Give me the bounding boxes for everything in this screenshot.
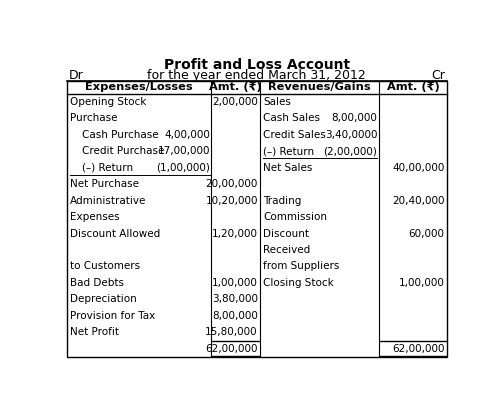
Text: Provision for Tax: Provision for Tax <box>70 311 155 321</box>
Text: to Customers: to Customers <box>70 262 140 271</box>
Text: 62,00,000: 62,00,000 <box>392 344 445 354</box>
Text: Depreciation: Depreciation <box>70 294 136 304</box>
Text: 62,00,000: 62,00,000 <box>205 344 258 354</box>
Text: Credit Purchase: Credit Purchase <box>82 146 164 156</box>
Text: 17,00,000: 17,00,000 <box>157 146 210 156</box>
Text: Expenses/Losses: Expenses/Losses <box>85 82 193 93</box>
Text: Amt. (₹): Amt. (₹) <box>209 82 262 93</box>
Text: Credit Sales: Credit Sales <box>264 130 326 140</box>
Text: 2,00,000: 2,00,000 <box>212 97 258 107</box>
Text: Commission: Commission <box>264 212 327 222</box>
Text: 20,40,000: 20,40,000 <box>392 195 445 206</box>
Text: 3,40,0000: 3,40,0000 <box>325 130 377 140</box>
Text: Profit and Loss Account: Profit and Loss Account <box>164 58 350 72</box>
Text: Administrative: Administrative <box>70 195 146 206</box>
Text: 40,00,000: 40,00,000 <box>392 163 445 173</box>
Text: 10,20,000: 10,20,000 <box>205 195 258 206</box>
Text: Sales: Sales <box>264 97 291 107</box>
Text: 1,00,000: 1,00,000 <box>212 278 258 288</box>
Text: Opening Stock: Opening Stock <box>70 97 146 107</box>
Text: Cash Purchase: Cash Purchase <box>82 130 159 140</box>
Text: (–) Return: (–) Return <box>82 163 133 173</box>
Text: Purchase: Purchase <box>70 113 117 123</box>
Text: Revenues/Gains: Revenues/Gains <box>268 82 371 93</box>
Text: (1,00,000): (1,00,000) <box>156 163 210 173</box>
Text: 1,20,000: 1,20,000 <box>212 228 258 239</box>
Text: Expenses: Expenses <box>70 212 119 222</box>
Text: Net Sales: Net Sales <box>264 163 313 173</box>
Text: 20,00,000: 20,00,000 <box>205 179 258 189</box>
Text: 60,000: 60,000 <box>409 228 445 239</box>
Text: Amt. (₹): Amt. (₹) <box>387 82 439 93</box>
Text: Trading: Trading <box>264 195 302 206</box>
Text: Discount Allowed: Discount Allowed <box>70 228 160 239</box>
Text: Cash Sales: Cash Sales <box>264 113 320 123</box>
Text: for the year ended March 31, 2012: for the year ended March 31, 2012 <box>147 69 366 82</box>
Text: 4,00,000: 4,00,000 <box>164 130 210 140</box>
Text: Bad Debts: Bad Debts <box>70 278 124 288</box>
Text: 8,00,000: 8,00,000 <box>331 113 377 123</box>
Text: Closing Stock: Closing Stock <box>264 278 334 288</box>
Bar <box>67 81 447 357</box>
Text: 3,80,000: 3,80,000 <box>212 294 258 304</box>
Text: 1,00,000: 1,00,000 <box>399 278 445 288</box>
Text: Net Purchase: Net Purchase <box>70 179 139 189</box>
Text: Cr: Cr <box>431 69 445 82</box>
Text: Discount: Discount <box>264 228 309 239</box>
Text: 8,00,000: 8,00,000 <box>212 311 258 321</box>
Text: 15,80,000: 15,80,000 <box>205 327 258 337</box>
Text: (2,00,000): (2,00,000) <box>324 146 377 156</box>
Text: from Suppliers: from Suppliers <box>264 262 340 271</box>
Text: Dr: Dr <box>69 69 84 82</box>
Text: (–) Return: (–) Return <box>264 146 315 156</box>
Text: Received: Received <box>264 245 311 255</box>
Text: Net Profit: Net Profit <box>70 327 119 337</box>
